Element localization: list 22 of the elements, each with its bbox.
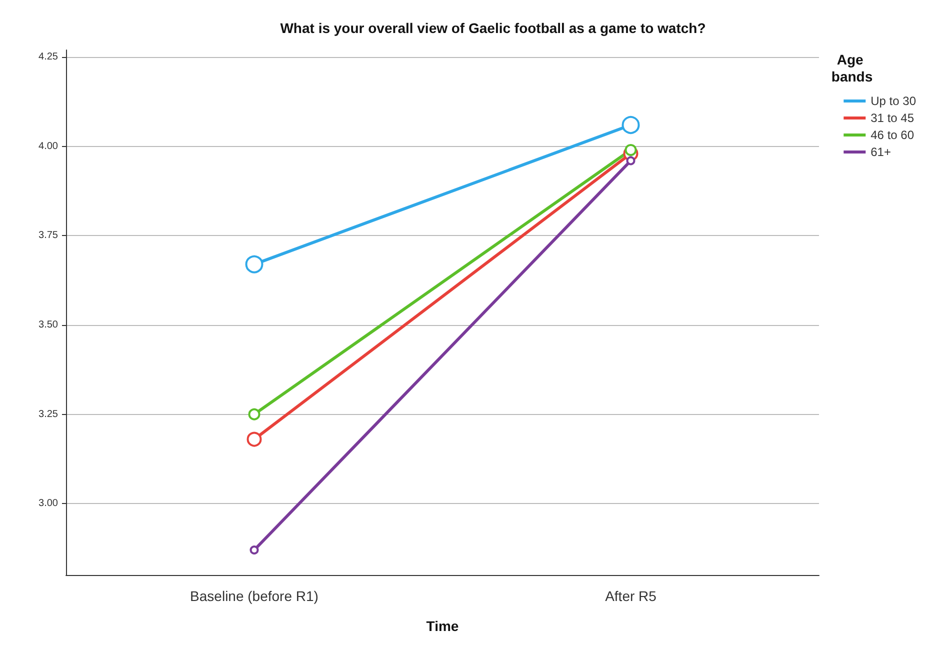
point (246, 432, 262, 447)
y-tick-label: 4.25 (38, 52, 58, 63)
legend-label: 31 to 45 (870, 111, 914, 125)
x-axis-title: Time (426, 618, 459, 634)
point (622, 116, 640, 134)
point (248, 408, 260, 420)
y-tick-label: 3.25 (38, 408, 58, 420)
point (245, 255, 264, 274)
y-tick-label: 4.00 (38, 140, 58, 152)
y-tick-label: 3.75 (38, 230, 58, 242)
point (626, 156, 636, 166)
chart-title: What is your overall view of Gaelic football as a game to watch? (280, 20, 706, 36)
legend-title: Age bands (831, 52, 873, 84)
legend-label: 61+ (870, 145, 891, 159)
x-tick-label: Baseline (before R1) (190, 588, 318, 604)
legend-label: 46 to 60 (870, 128, 914, 142)
legend-label: Up to 30 (870, 94, 916, 108)
point (624, 144, 637, 156)
y-tick-label: 3.50 (38, 320, 58, 330)
x-tick-label: After R5 (605, 588, 657, 604)
point (250, 546, 259, 554)
y-tick-label: 3.00 (38, 498, 58, 510)
